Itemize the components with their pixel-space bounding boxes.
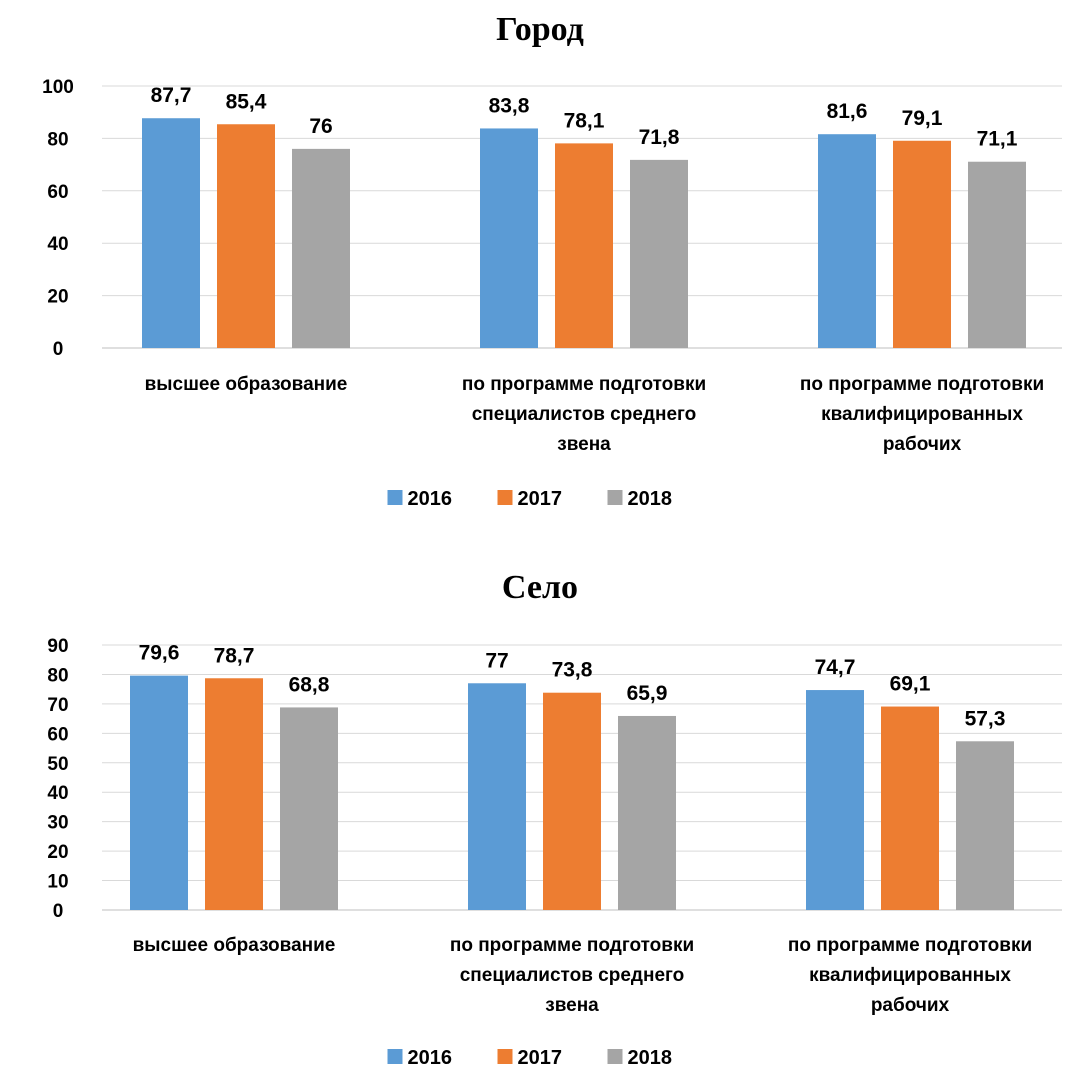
bar-2016 [480,128,538,348]
bar-2016 [806,690,864,910]
bar-2016 [130,675,188,910]
category-label: звена [545,995,599,1016]
bar-2017 [881,706,939,910]
chart-1: Город 0 20 40 60 80 100 87,7 85,4 76 высшее образо… [42,11,1062,510]
legend-label: 2017 [518,488,563,510]
bar-2017 [217,124,275,348]
legend-swatch [497,490,513,505]
bar-2017 [893,140,951,348]
chart-title: Село [502,569,578,606]
category-label: по программе подготовки [800,374,1044,395]
data-label: 69,1 [890,673,931,696]
data-label: 71,1 [977,128,1018,151]
legend-item-2018: 2018 [607,1047,673,1069]
y-tick-label: 60 [47,724,68,745]
data-label: 76 [309,115,332,138]
bar-2017 [205,678,263,910]
bar-2016 [468,683,526,910]
data-label: 85,4 [226,90,267,113]
legend-swatch [497,1049,513,1064]
y-tick-label: 90 [47,636,68,657]
category-label: специалистов среднего [460,965,685,986]
legend-item-2016: 2016 [387,1047,453,1069]
category-label: высшее образование [133,935,336,956]
data-label: 87,7 [151,84,192,107]
legend-label: 2016 [408,488,453,510]
y-tick-label: 10 [47,872,68,893]
bar-2018 [618,715,676,910]
legend-swatch [387,1049,403,1064]
y-tick-label: 80 [47,665,68,686]
bar-2018 [956,741,1014,910]
y-tick-label: 20 [47,842,68,863]
bar-2016 [818,134,876,348]
bar-2017 [555,143,613,348]
legend-item-2017: 2017 [497,488,563,510]
legend-item-2017: 2017 [497,1047,563,1069]
category-label: рабочих [883,434,962,455]
data-label: 71,8 [639,126,680,149]
bar-2017 [543,692,601,910]
legend-item-2018: 2018 [607,488,673,510]
legend-label: 2018 [628,1047,673,1069]
bar-2018 [292,148,350,348]
y-tick-label: 30 [47,813,68,834]
y-tick-label: 40 [47,234,68,255]
y-tick-label: 80 [47,129,68,150]
y-tick-label: 0 [53,339,64,360]
category-label: квалифицированных [821,404,1023,425]
data-label: 68,8 [289,673,330,696]
chart-title: Город [496,11,584,48]
legend-swatch [607,490,623,505]
legend-swatch [387,490,403,505]
legend-label: 2017 [518,1047,563,1069]
data-label: 73,8 [552,659,593,682]
y-tick-label: 40 [47,783,68,804]
category-label: по программе подготовки [788,935,1032,956]
legend-swatch [607,1049,623,1064]
data-label: 78,7 [214,644,255,667]
y-tick-label: 100 [42,77,74,98]
bar-2018 [630,159,688,348]
y-tick-label: 50 [47,754,68,775]
category-label: специалистов среднего [472,404,697,425]
legend-label: 2018 [628,488,673,510]
data-label: 79,1 [902,107,943,130]
data-label: 78,1 [564,109,605,132]
category-label: высшее образование [145,374,348,395]
bar-2016 [142,118,200,348]
category-label: квалифицированных [809,965,1011,986]
bar-2018 [280,707,338,910]
chart-2: Село 0 10 20 30 40 50 60 70 80 90 79,6 78,7 68,8 высше… [47,569,1062,1069]
data-label: 65,9 [627,682,668,705]
legend-item-2016: 2016 [387,488,453,510]
y-tick-label: 0 [53,901,64,922]
data-label: 81,6 [827,100,868,123]
y-tick-label: 20 [47,287,68,308]
bar-2018 [968,161,1026,348]
legend-label: 2016 [408,1047,453,1069]
category-label: по программе подготовки [462,374,706,395]
category-label: рабочих [871,995,950,1016]
data-label: 79,6 [139,642,180,665]
y-tick-label: 70 [47,695,68,716]
data-label: 74,7 [815,656,856,679]
data-label: 83,8 [489,94,530,117]
data-label: 57,3 [965,707,1006,730]
y-tick-label: 60 [47,182,68,203]
category-label: звена [557,434,611,455]
data-label: 77 [485,649,508,672]
category-label: по программе подготовки [450,935,694,956]
